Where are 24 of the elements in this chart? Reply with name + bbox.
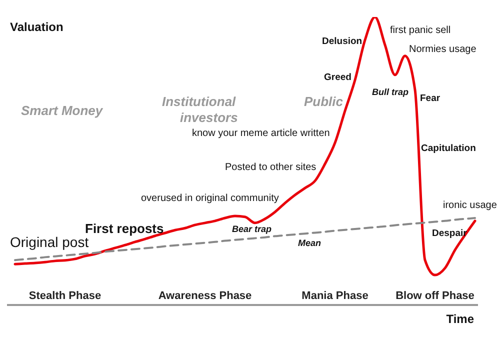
annotation: Greed [324,72,352,83]
annotation: Capitulation [421,143,476,154]
annotation: Original post [10,234,89,250]
annotation: Smart Money [21,103,104,118]
annotation: Mean [298,238,322,248]
annotation: first panic sell [390,25,451,36]
annotation: Bull trap [372,87,410,97]
annotation: Fear [420,93,440,104]
annotation: Institutional investors [162,94,238,125]
annotation: overused in original community [141,193,279,204]
x-tick-label: Stealth Phase [28,290,102,302]
annotation: Public [304,94,344,109]
annotation: Posted to other sites [225,162,316,173]
x-axis-title: Time [446,312,474,326]
x-tick-label: Awareness Phase [158,290,252,302]
annotation: Delusion [322,36,362,47]
x-tick-label: Mania Phase [302,290,368,302]
y-axis-title: Valuation [10,20,64,34]
x-tick-label: Blow off Phase [396,290,474,302]
annotation: ironic usage [443,200,498,211]
annotation: Normies usage [409,44,477,55]
annotation: know your meme article written [192,128,330,139]
annotation: Bear trap [232,224,272,234]
annotation: First reposts [85,221,164,236]
